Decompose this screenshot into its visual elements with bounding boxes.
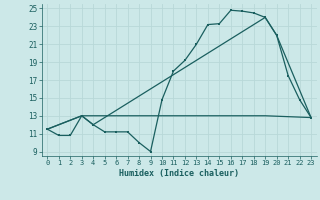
X-axis label: Humidex (Indice chaleur): Humidex (Indice chaleur) — [119, 169, 239, 178]
